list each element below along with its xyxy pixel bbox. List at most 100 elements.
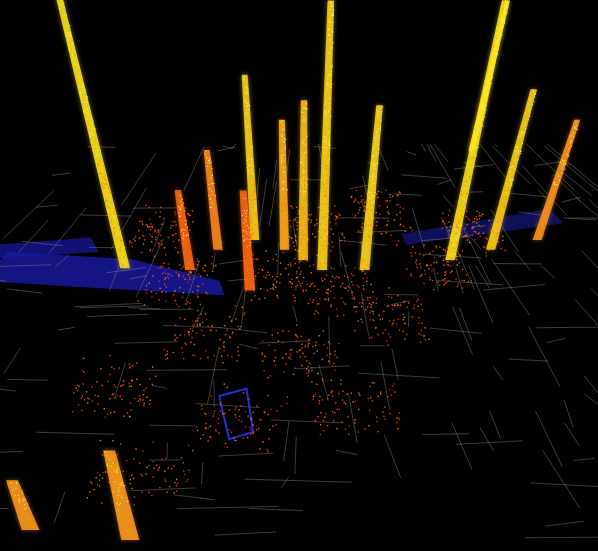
column-speck xyxy=(282,149,283,150)
cloud-point xyxy=(391,297,392,298)
cloud-point xyxy=(315,420,316,421)
column-glow xyxy=(533,120,581,240)
column-speck xyxy=(306,222,307,223)
cloud-point xyxy=(151,226,152,227)
street xyxy=(541,265,555,278)
column-speck xyxy=(283,223,284,224)
cloud-point xyxy=(354,267,355,268)
column-speck xyxy=(525,124,526,125)
cloud-point xyxy=(87,497,88,498)
column-speck xyxy=(251,207,252,208)
column-speck xyxy=(288,245,289,246)
cloud-point xyxy=(264,370,265,371)
cloud-point xyxy=(302,353,303,354)
column-speck xyxy=(248,173,249,174)
column-speck xyxy=(492,231,493,232)
cloud-point xyxy=(362,199,363,200)
cloud-point xyxy=(295,235,296,236)
cloud-point xyxy=(224,383,225,384)
cloud-point xyxy=(358,320,359,321)
column-speck xyxy=(496,241,497,242)
column-speck xyxy=(257,216,258,217)
cloud-point xyxy=(164,279,165,280)
cloud-point xyxy=(375,327,376,328)
column-speck xyxy=(530,99,531,100)
cloud-point xyxy=(416,259,417,260)
cloud-point xyxy=(168,273,169,274)
cloud-point xyxy=(143,235,144,236)
cloud-point xyxy=(333,268,334,269)
cloud-point xyxy=(197,285,198,286)
column-speck xyxy=(520,151,521,152)
cloud-point xyxy=(313,299,314,300)
cloud-point xyxy=(145,224,146,225)
column-speck xyxy=(252,235,253,236)
cloud-point xyxy=(443,249,444,250)
cloud-point xyxy=(478,232,479,233)
cloud-point xyxy=(318,303,319,304)
cloud-point xyxy=(448,221,449,222)
cloud-point xyxy=(267,395,268,396)
street xyxy=(192,307,203,330)
cloud-point xyxy=(386,340,387,341)
cloud-point xyxy=(359,302,360,303)
column-speck xyxy=(221,242,222,243)
cloud-point xyxy=(424,273,425,274)
cloud-point xyxy=(319,400,320,401)
column-speck xyxy=(498,232,499,233)
column-speck xyxy=(283,211,284,212)
column-speck xyxy=(511,167,512,168)
cloud-point xyxy=(197,296,198,297)
cloud-point xyxy=(177,251,178,252)
cloud-point xyxy=(166,291,167,292)
cloud-point xyxy=(429,253,430,254)
cloud-point xyxy=(148,465,149,466)
cloud-point xyxy=(91,401,92,402)
cloud-point xyxy=(287,396,288,397)
cloud-point xyxy=(362,229,363,230)
column-speck xyxy=(252,173,253,174)
cloud-point xyxy=(151,236,152,237)
street xyxy=(336,450,358,454)
cloud-point xyxy=(239,416,240,417)
cloud-point xyxy=(363,289,364,290)
cloud-point xyxy=(326,354,327,355)
cloud-point xyxy=(389,413,390,414)
cloud-point xyxy=(317,303,318,304)
cloud-point xyxy=(296,271,297,272)
cloud-point xyxy=(480,226,481,227)
cloud-point xyxy=(372,291,373,292)
street xyxy=(7,379,48,381)
street xyxy=(574,458,595,460)
column-speck xyxy=(254,184,255,185)
column-speck xyxy=(522,143,523,144)
column-speck xyxy=(215,211,216,212)
cloud-point xyxy=(291,237,292,238)
cloud-point xyxy=(354,306,355,307)
cloud-point xyxy=(176,337,177,338)
column-speck xyxy=(302,185,303,186)
cloud-point xyxy=(163,218,164,219)
cloud-point xyxy=(351,197,352,198)
cloud-point xyxy=(99,474,100,475)
cloud-point xyxy=(210,426,211,427)
cloud-point xyxy=(416,264,417,265)
street xyxy=(543,451,580,508)
column-speck xyxy=(255,199,256,200)
cloud-point xyxy=(375,328,376,329)
column-speck xyxy=(208,160,209,161)
cloud-point xyxy=(345,265,346,266)
cloud-point xyxy=(473,227,474,228)
cloud-point xyxy=(203,270,204,271)
cloud-point xyxy=(379,205,380,206)
cloud-point xyxy=(376,197,377,198)
street xyxy=(328,317,330,366)
cloud-point xyxy=(289,220,290,221)
cloud-point xyxy=(135,448,136,449)
street xyxy=(456,441,522,445)
cloud-point xyxy=(474,221,475,222)
cloud-point xyxy=(195,320,196,321)
cloud-point xyxy=(315,420,316,421)
cloud-point xyxy=(231,356,232,357)
cloud-point xyxy=(290,226,291,227)
